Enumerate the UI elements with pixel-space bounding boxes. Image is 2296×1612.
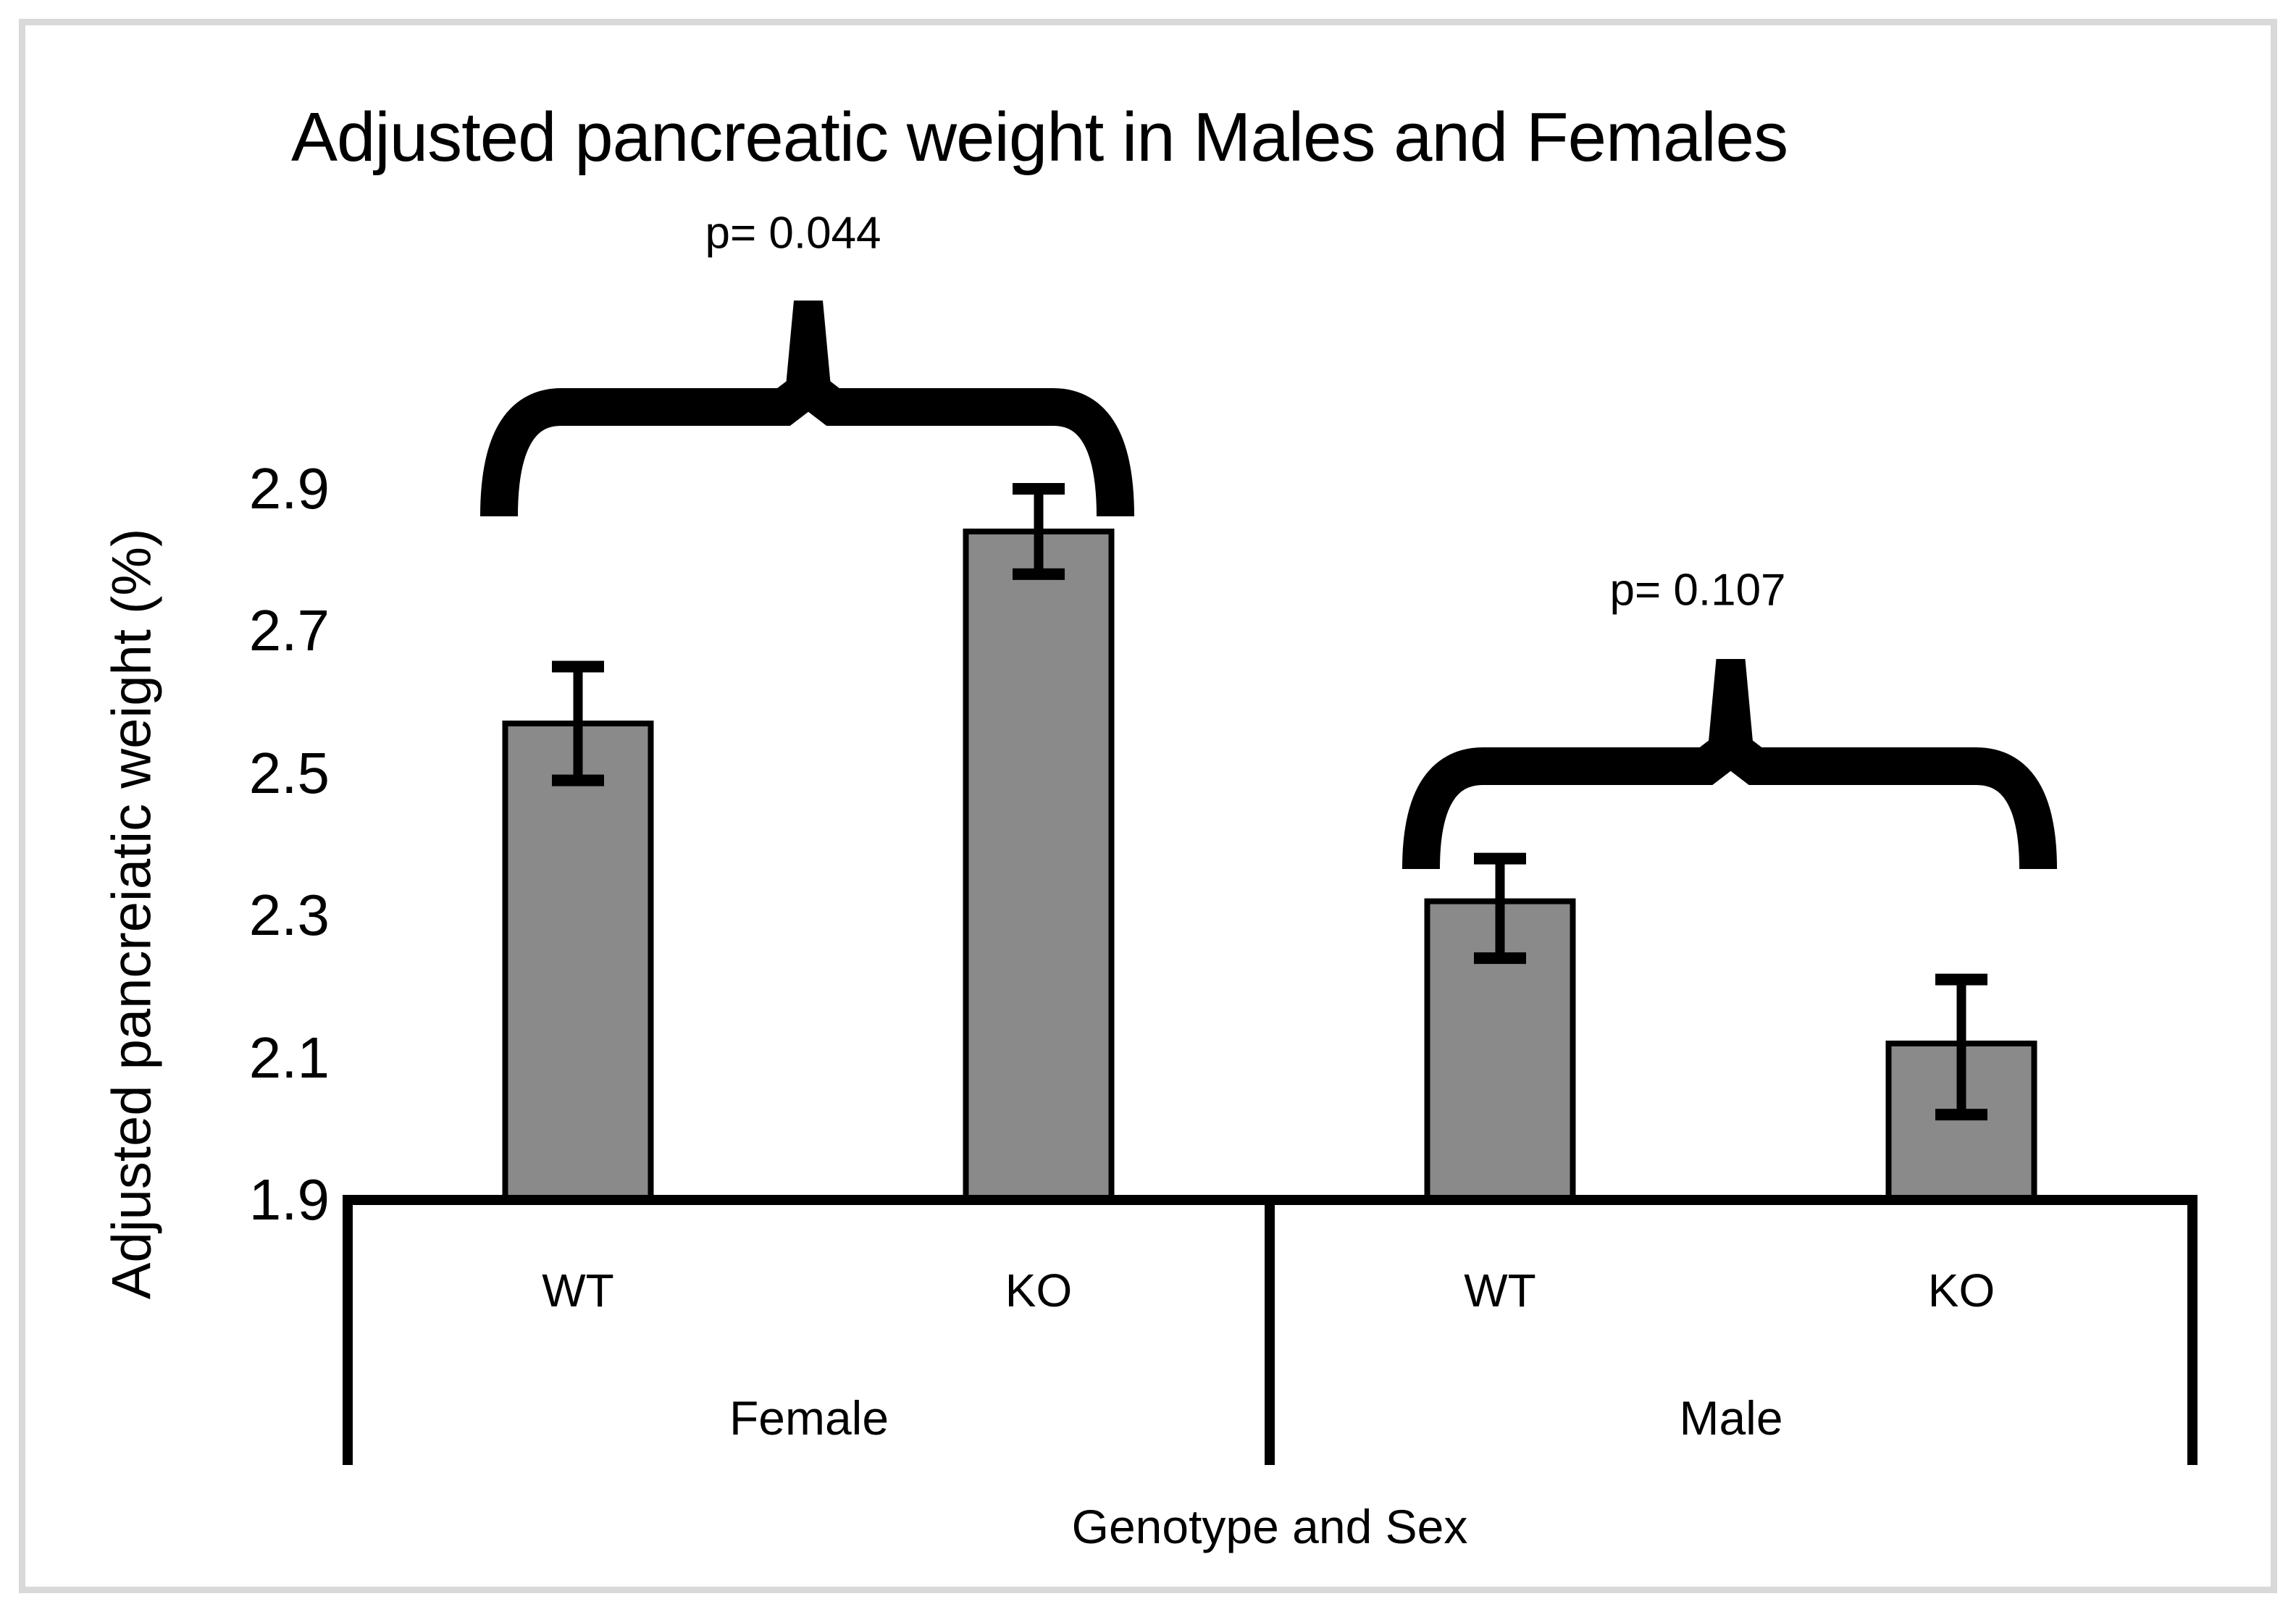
y-tick-label-2.3: 2.3 [248, 883, 330, 948]
category-divider-0 [343, 1195, 353, 1465]
category-divider-1 [1265, 1195, 1275, 1465]
error-bar-line [573, 666, 583, 781]
group-label-male: Male [1679, 1391, 1783, 1445]
figure-border [19, 19, 2277, 1593]
x-tick-label-ko-female: KO [1005, 1264, 1073, 1317]
x-tick-label-wt-male: WT [1464, 1264, 1536, 1317]
bar-female-ko [963, 528, 1115, 1203]
y-tick-label-2.1: 2.1 [248, 1025, 330, 1090]
error-bar-cap-top [552, 660, 604, 673]
error-bar-cap-top [1935, 973, 1987, 986]
error-bar-cap-bottom [1474, 952, 1526, 965]
x-tick-label-wt-female: WT [542, 1264, 614, 1317]
y-tick-label-2.5: 2.5 [248, 740, 330, 805]
brace-stem-male [1707, 659, 1754, 753]
x-tick-label-ko-male: KO [1927, 1264, 1995, 1317]
brace-male [1402, 723, 2057, 870]
error-bar-line [1956, 979, 1966, 1115]
p-value-male: p= 0.107 [1609, 565, 1786, 616]
x-axis-title: Genotype and Sex [1071, 1500, 1468, 1553]
brace-female [480, 364, 1134, 517]
category-divider-2 [2187, 1195, 2197, 1465]
error-bar-cap-bottom [552, 774, 604, 786]
error-bar-line [1034, 489, 1044, 574]
chart-title: Adjusted pancreatic weight in Males and … [290, 98, 1788, 176]
p-value-female: p= 0.044 [705, 208, 881, 259]
y-tick-label-2.7: 2.7 [248, 598, 330, 663]
error-bar-cap-bottom [1935, 1109, 1987, 1121]
bar-female-wt [502, 721, 654, 1203]
y-tick-label-1.9: 1.9 [248, 1167, 330, 1232]
error-bar-cap-top [1474, 852, 1526, 865]
brace-stem-female [785, 301, 831, 394]
y-tick-label-2.9: 2.9 [248, 456, 330, 521]
error-bar-line [1495, 858, 1505, 959]
group-label-female: Female [729, 1391, 889, 1445]
error-bar-cap-top [1013, 483, 1065, 495]
error-bar-cap-bottom [1013, 568, 1065, 580]
